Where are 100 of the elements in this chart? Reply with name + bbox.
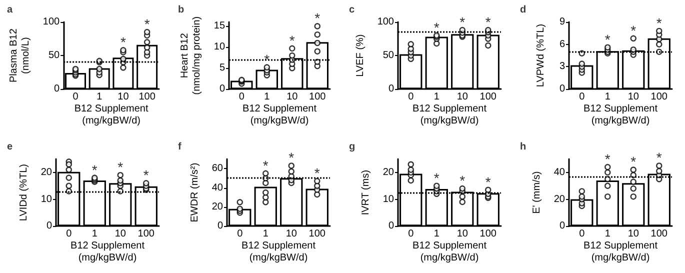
y-tick-label: 6 [559,38,566,50]
annotation: * [630,154,637,170]
annotation: * [656,150,662,166]
y-tick-label: 20 [40,166,52,178]
annotation: * [630,22,637,38]
x-tick-label: 1 [434,92,440,103]
annotation: * [604,151,611,168]
y-tick-label: 9 [559,16,566,28]
y-tick-label: 40 [554,166,566,178]
x-axis-title: B12 Supplement (mg/kgBW/d) [412,104,487,127]
y-axis-title: LVPWd (%TL) [536,24,546,88]
x-tick-label: 10 [286,92,298,103]
annotation: * [262,157,269,174]
x-tick-label: 0 [579,228,586,240]
x-tick-label: 100 [138,92,156,103]
x-tick-label: 0 [408,228,414,240]
x-axis-title: B12 Supplement (mg/kgBW/d) [584,240,658,264]
x-tick-label: 1 [604,228,611,240]
y-tick-label: 0 [388,84,394,95]
chart-title: c [349,4,355,16]
annotation: * [604,31,611,48]
x-tick-label: 100 [309,92,326,103]
x-tick-label: 10 [628,92,640,103]
annotation: * [485,174,492,190]
x-tick-label: 1 [434,228,440,240]
y-tick-label: 5 [219,62,226,74]
x-axis-title: B12 Supplement (mg/kgBW/d) [412,240,487,264]
y-tick-label: 0 [559,84,566,95]
y-tick-label: 20 [382,166,394,178]
annotation: * [289,32,296,48]
x-tick-label: 10 [118,92,130,103]
x-axis-title: B12 Supplement (mg/kgBW/d) [242,240,316,264]
x-axis-title: B12 Supplement (mg/kgBW/d) [70,240,145,264]
x-tick-label: 100 [480,228,497,240]
chart-title: f [178,142,182,152]
y-tick-label: 40 [212,182,224,194]
x-axis-title: B12 Supplement (mg/kgBW/d) [74,104,148,127]
x-tick-label: 10 [114,228,126,240]
annotation: * [434,19,440,36]
y-tick-label: 0 [388,220,394,232]
annotation: * [120,34,126,50]
annotation: * [314,10,321,26]
x-tick-label: 100 [138,228,155,240]
y-axis-title: EWDR (m/s²) [189,162,200,222]
x-tick-label: 100 [480,92,497,103]
annotation: * [288,150,295,166]
annotation: * [485,14,492,30]
chart-title: a [7,4,13,16]
y-tick-label: 0 [54,84,60,95]
y-axis-title: Heart B12 (nmol/mg protein) [180,16,202,95]
y-tick-label: 0 [46,220,52,232]
x-tick-label: 0 [237,228,244,240]
x-tick-label: 0 [72,92,79,103]
y-tick-label: 50 [48,50,60,62]
y-tick-label: 60 [212,163,224,174]
annotation: * [92,162,98,178]
x-tick-label: 10 [286,228,298,240]
x-axis-title: B12 Supplement (mg/kgBW/d) [584,104,658,127]
annotation: * [314,165,320,182]
x-axis-title: B12 Supplement (mg/kgBW/d) [242,104,317,127]
annotation: * [460,172,466,189]
annotation: * [460,14,466,30]
y-tick-label: 0 [559,220,566,232]
y-axis-title: Plasma B12 (nmol/L) [8,28,32,83]
y-axis-title: E' (mm/s) [531,171,542,214]
x-tick-label: 100 [308,228,326,240]
chart-title: e [7,142,13,152]
x-tick-label: 1 [96,92,103,103]
x-tick-label: 1 [264,92,270,103]
x-tick-label: 100 [650,92,668,103]
chart-title: d [520,4,526,16]
x-tick-label: 10 [456,228,468,240]
y-axis-title: IVRT (ms) [360,170,372,216]
x-tick-label: 10 [628,228,640,240]
annotation: * [434,170,440,186]
x-tick-label: 0 [66,228,72,240]
y-tick-label: 20 [554,194,566,205]
y-tick-label: 0 [219,84,226,95]
y-tick-label: 100 [377,16,394,28]
y-tick-label: 10 [214,42,226,53]
y-tick-label: 0 [217,220,224,232]
chart-title: b [178,4,184,16]
annotation: * [118,159,124,176]
y-tick-label: 10 [40,194,52,205]
x-tick-label: 100 [650,228,668,240]
x-tick-label: 1 [604,92,611,103]
y-tick-label: 3 [559,61,566,72]
annotation: * [656,14,662,31]
y-tick-label: 50 [382,50,394,62]
annotation: * [144,16,150,32]
x-tick-label: 1 [92,228,98,240]
chart-title: h [520,142,526,152]
y-axis-title: LVEF (%) [354,34,366,77]
x-tick-label: 0 [408,92,414,103]
x-tick-label: 10 [456,92,468,103]
annotation: * [143,167,150,184]
y-tick-label: 20 [212,201,224,212]
y-axis-title: LVIDd (%TL) [18,164,30,222]
x-tick-label: 1 [262,228,269,240]
y-tick-label: 15 [214,20,226,32]
